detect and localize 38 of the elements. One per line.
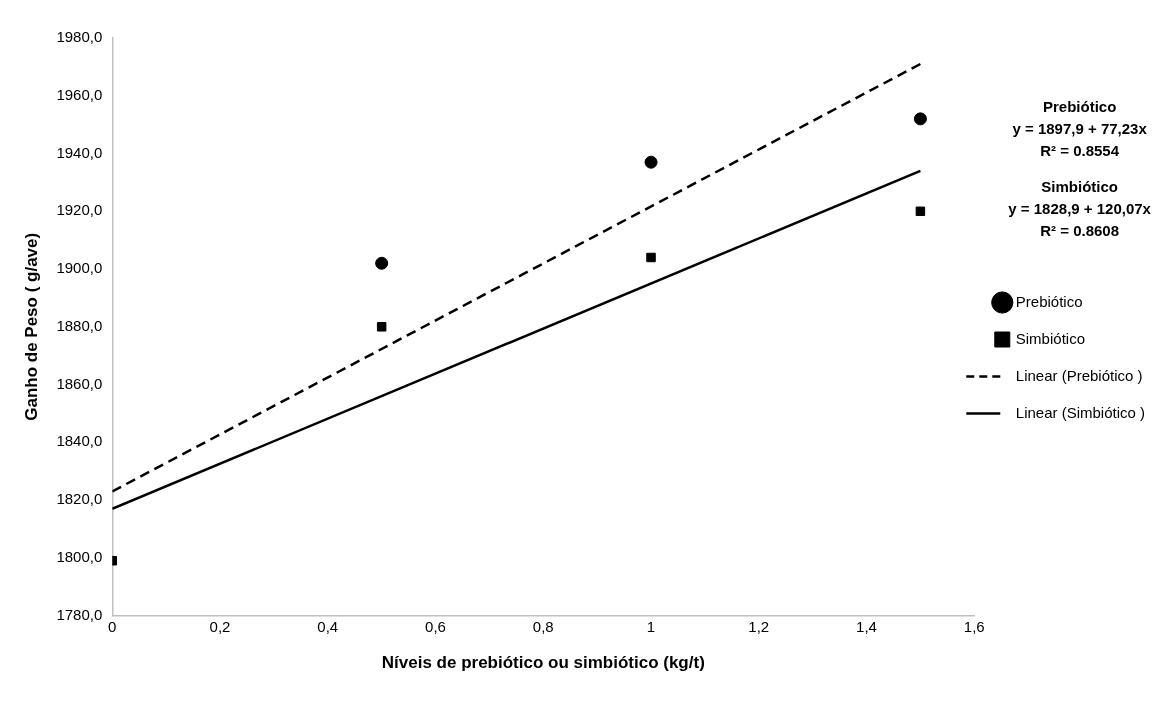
y-tick-label: 1900,0 [56, 259, 103, 277]
text: y = 1897,9 + 77,23x [1012, 120, 1148, 138]
text: y = 1828,9 + 120,07x [1008, 200, 1152, 218]
text: R² = 0.8608 [1040, 222, 1120, 240]
point [646, 252, 656, 263]
legend-label: Simbiótico [1015, 329, 1085, 347]
x-tick-label: 1,2 [748, 617, 770, 635]
y-tick-label: 1880,0 [56, 316, 103, 334]
y-tick-label: 1980,0 [56, 28, 103, 46]
y-axis-title: Ganho de Peso ( g/ave) [21, 232, 41, 421]
y-tick-label: 1940,0 [56, 143, 103, 161]
point [376, 322, 387, 332]
point [915, 206, 926, 217]
point [913, 112, 927, 126]
legend-label: Prebiótico [1015, 292, 1083, 310]
x-tick-label: 1,6 [963, 617, 985, 635]
y-tick-label: 1960,0 [56, 85, 103, 103]
x-tick-label: 0,2 [209, 617, 231, 635]
legend-label: Linear (Prebiótico ) [1015, 366, 1143, 384]
y-tick-label: 1840,0 [56, 432, 103, 450]
x-axis-title: Níveis de prebiótico ou simbiótico (kg/t) [381, 653, 705, 673]
text: R² = 0.8554 [1040, 142, 1120, 160]
y-tick-label: 1780,0 [56, 605, 103, 623]
legend-label: Linear (Simbiótico ) [1015, 403, 1145, 421]
x-tick-label: 0 [108, 617, 117, 635]
text: Prebiótico [1042, 98, 1117, 116]
y-tick-label: 1800,0 [56, 547, 103, 565]
point [644, 155, 658, 169]
y-tick-label: 1820,0 [56, 490, 103, 508]
x-tick-label: 0,8 [532, 617, 554, 635]
x-tick-label: 0,6 [425, 617, 446, 635]
text: Simbiótico [1041, 178, 1118, 196]
x-tick-label: 1,4 [856, 617, 877, 635]
x-tick-label: 0,4 [317, 617, 339, 635]
x-tick-label: 1 [646, 617, 656, 635]
y-tick-label: 1860,0 [56, 374, 103, 392]
point [375, 256, 389, 270]
y-tick-label: 1920,0 [56, 201, 103, 219]
